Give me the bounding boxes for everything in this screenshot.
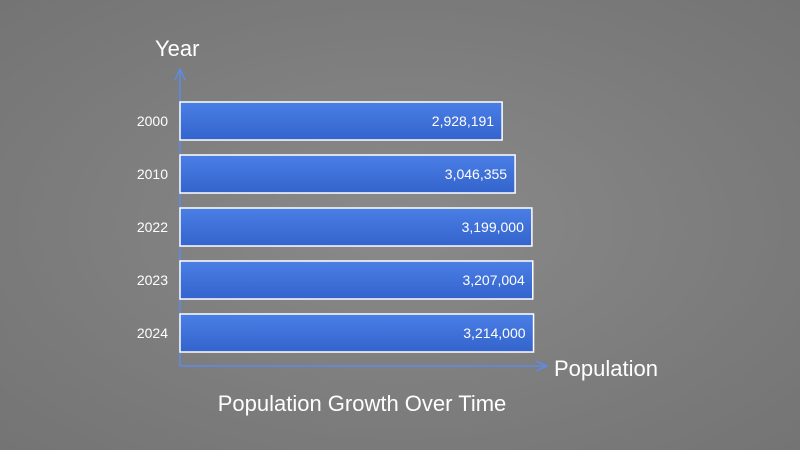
value-label-2010: 3,046,355	[445, 166, 507, 182]
chart-title: Population Growth Over Time	[218, 391, 507, 416]
x-axis-title: Population	[554, 356, 658, 381]
bar-2000	[179, 101, 503, 141]
y-tick-label-2023: 2023	[137, 272, 168, 288]
value-label-2023: 3,207,004	[462, 272, 524, 288]
y-axis-title: Year	[155, 36, 199, 61]
y-tick-label-2010: 2010	[137, 166, 168, 182]
value-label-2024: 3,214,000	[463, 325, 525, 341]
y-tick-label-2000: 2000	[137, 113, 168, 129]
bar-2022	[179, 207, 533, 247]
value-label-2000: 2,928,191	[432, 113, 494, 129]
y-tick-label-2024: 2024	[137, 325, 168, 341]
bar-2023	[179, 260, 534, 300]
bar-2010	[179, 154, 516, 194]
x-axis	[180, 360, 549, 372]
value-label-2022: 3,199,000	[462, 219, 524, 235]
bar-2024	[179, 313, 535, 353]
y-tick-label-2022: 2022	[137, 219, 168, 235]
bars: 2,928,191 2000 3,046,355 2010 3,199,000 2022 3…	[137, 101, 535, 353]
